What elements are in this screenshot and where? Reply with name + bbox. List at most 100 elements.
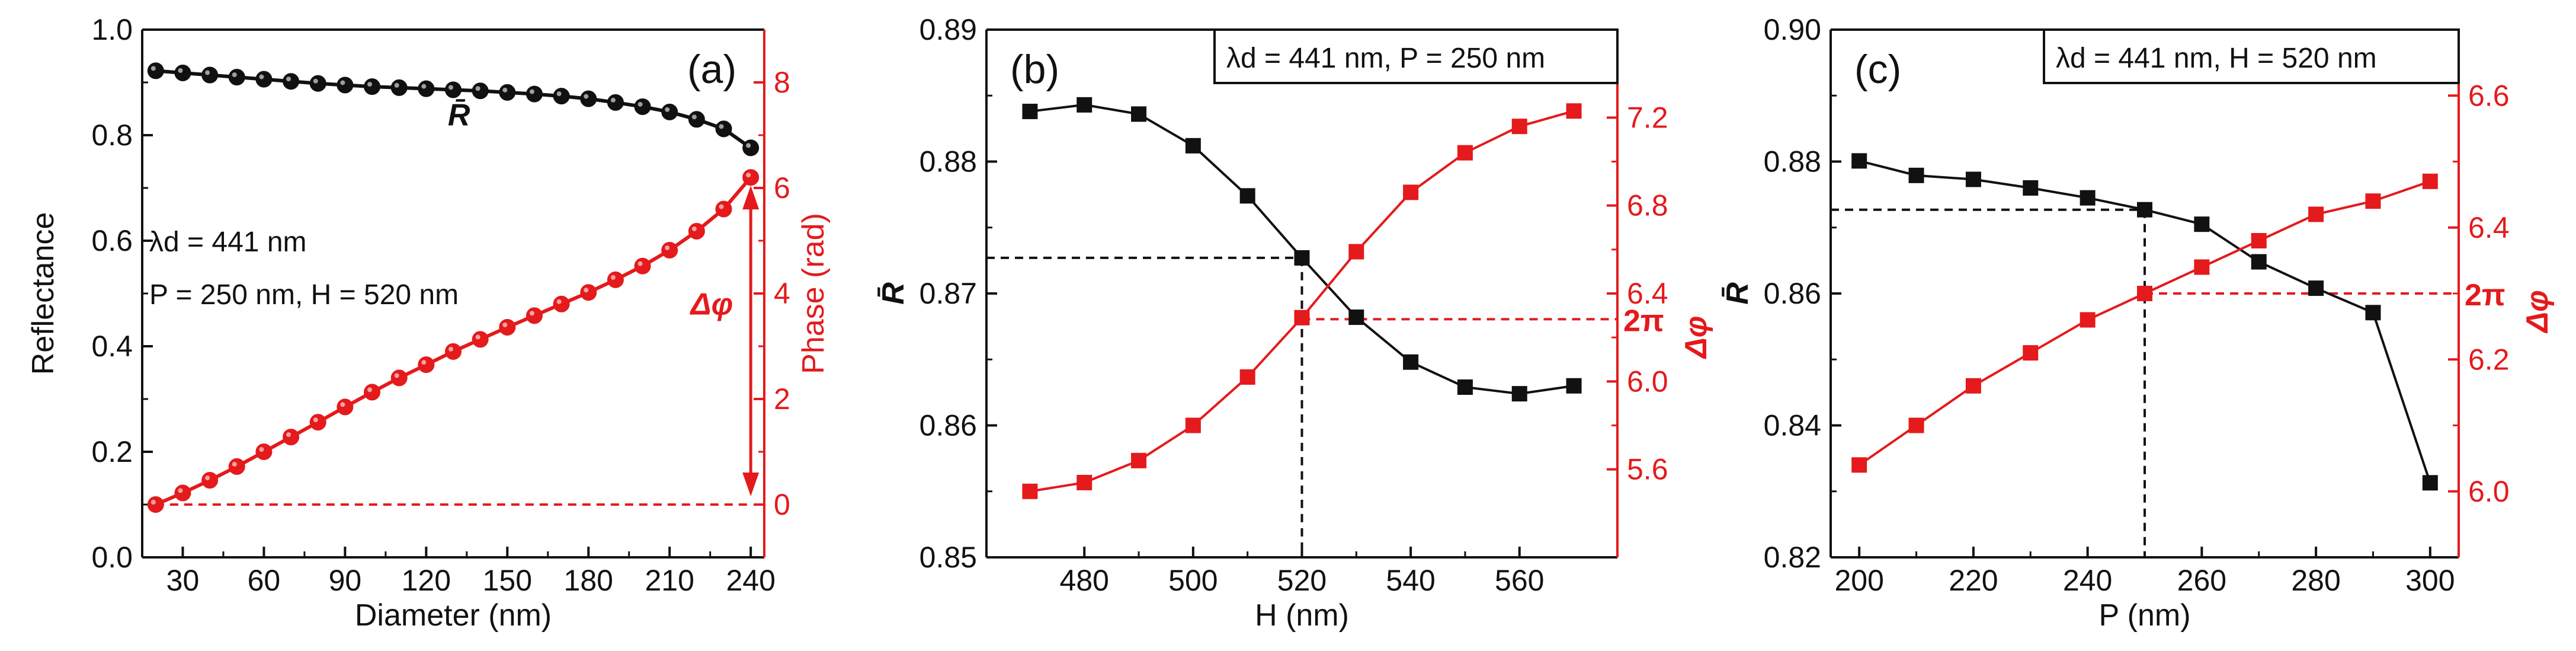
data-point <box>1566 378 1582 394</box>
panel-0: 30 60 90 120 150 180 210 240 0.0 0.2 0.4 0.6 0.8 1.0 0… <box>26 13 831 633</box>
data-point <box>1022 103 1038 119</box>
data-point <box>201 66 219 84</box>
data-point-highlight <box>367 387 373 392</box>
data-point <box>1239 369 1255 385</box>
y-tick-label: 0.87 <box>919 277 977 310</box>
y-tick-label: 0.84 <box>1764 409 1821 442</box>
y2-tick-label: 6.8 <box>1627 189 1668 222</box>
y2-tick-label: 5.6 <box>1627 453 1668 486</box>
data-point <box>526 85 543 103</box>
x-tick-label: 520 <box>1277 564 1327 597</box>
data-point <box>445 343 462 360</box>
data-point <box>445 81 462 98</box>
data-point <box>1239 188 1255 204</box>
y2-tick-label: 6.0 <box>1627 365 1668 398</box>
y2-tick-label: 6.0 <box>2468 475 2510 508</box>
y-tick-label: 1.0 <box>91 13 133 46</box>
data-point <box>742 169 760 186</box>
data-point <box>147 62 164 79</box>
data-point <box>715 200 732 218</box>
y-tick-label: 0.2 <box>91 435 133 468</box>
y2-tick-label: 6.4 <box>1627 277 1668 310</box>
two-pi-label: 2π <box>1623 304 1664 338</box>
data-point-highlight <box>637 101 643 107</box>
data-point-highlight <box>232 72 237 78</box>
data-point-highlight <box>502 322 508 327</box>
data-point-highlight <box>205 476 210 481</box>
data-point <box>526 307 543 324</box>
data-point <box>553 88 570 105</box>
data-point <box>499 318 516 336</box>
y-tick-label: 0.90 <box>1764 13 1821 46</box>
data-point-highlight <box>719 124 724 129</box>
y2-tick-label: 8 <box>774 66 790 99</box>
y-tick-label: 0.8 <box>91 119 133 152</box>
data-point-highlight <box>259 74 264 79</box>
delta-phi-arrow-head-down <box>742 473 760 496</box>
data-point <box>2137 286 2152 301</box>
data-point <box>1851 153 1867 169</box>
y2-tick-label: 6.6 <box>2468 79 2510 112</box>
x-axis-label: P (nm) <box>2098 598 2190 633</box>
y2-tick-label: 0 <box>774 488 790 521</box>
data-point <box>580 284 597 301</box>
data-point-highlight <box>286 432 291 438</box>
data-point <box>2422 475 2438 491</box>
data-point <box>309 414 326 431</box>
data-point <box>1294 309 1310 326</box>
panel-label: (a) <box>687 47 736 92</box>
data-point-highlight <box>691 226 697 231</box>
data-point <box>255 71 273 88</box>
data-point <box>228 69 245 86</box>
panel-label: (c) <box>1854 47 1901 92</box>
legend-box <box>2043 28 2460 84</box>
x-tick-label: 300 <box>2405 564 2455 597</box>
data-point <box>1403 354 1419 370</box>
legend-box <box>1213 28 1619 84</box>
data-point <box>1965 378 1981 394</box>
data-point <box>1185 138 1201 154</box>
data-point <box>1294 250 1310 266</box>
data-point-highlight <box>232 461 237 467</box>
data-point <box>364 78 381 95</box>
data-point <box>2308 280 2324 296</box>
data-point <box>390 369 408 387</box>
y-tick-label: 0.0 <box>91 541 133 574</box>
data-point-highlight <box>286 76 291 82</box>
data-point-highlight <box>150 66 156 71</box>
data-point-highlight <box>691 114 697 120</box>
x-tick-label: 210 <box>645 564 694 597</box>
x-tick-label: 480 <box>1060 564 1109 597</box>
x-tick-label: 240 <box>2063 564 2112 597</box>
data-point <box>418 80 435 97</box>
y-axis-label: Reflectance <box>26 212 60 375</box>
data-point <box>607 94 624 111</box>
data-point <box>1566 103 1582 119</box>
x-tick-label: 220 <box>1949 564 1998 597</box>
data-point <box>2023 180 2039 196</box>
data-point <box>2365 193 2381 209</box>
data-point <box>1403 184 1419 200</box>
data-point <box>2023 345 2039 361</box>
data-point <box>2080 190 2096 206</box>
data-point-highlight <box>665 245 670 251</box>
data-point-highlight <box>584 94 589 99</box>
data-point-highlight <box>205 70 210 75</box>
data-point-highlight <box>150 500 156 505</box>
data-point-highlight <box>746 173 751 178</box>
y-tick-label: 0.4 <box>91 330 133 363</box>
data-point-highlight <box>529 89 534 94</box>
data-point-highlight <box>610 97 616 103</box>
data-point <box>499 84 516 101</box>
x-axis-label: Diameter (nm) <box>355 598 552 633</box>
y2-tick-label: 6 <box>774 171 790 205</box>
data-point <box>228 458 245 475</box>
data-point <box>1965 171 1981 187</box>
y2-axis-label: Phase (rad) <box>796 213 831 374</box>
data-point <box>2194 216 2210 232</box>
data-point-highlight <box>394 373 399 378</box>
delta-phi-arrow-head-up <box>742 186 760 210</box>
data-point-highlight <box>313 417 318 423</box>
panel-1: 480 500 520 540 560 0.85 0.86 0.87 0.88 0.89 5.6 6.… <box>876 13 1713 633</box>
delta-phi-label: Δφ <box>690 288 733 322</box>
